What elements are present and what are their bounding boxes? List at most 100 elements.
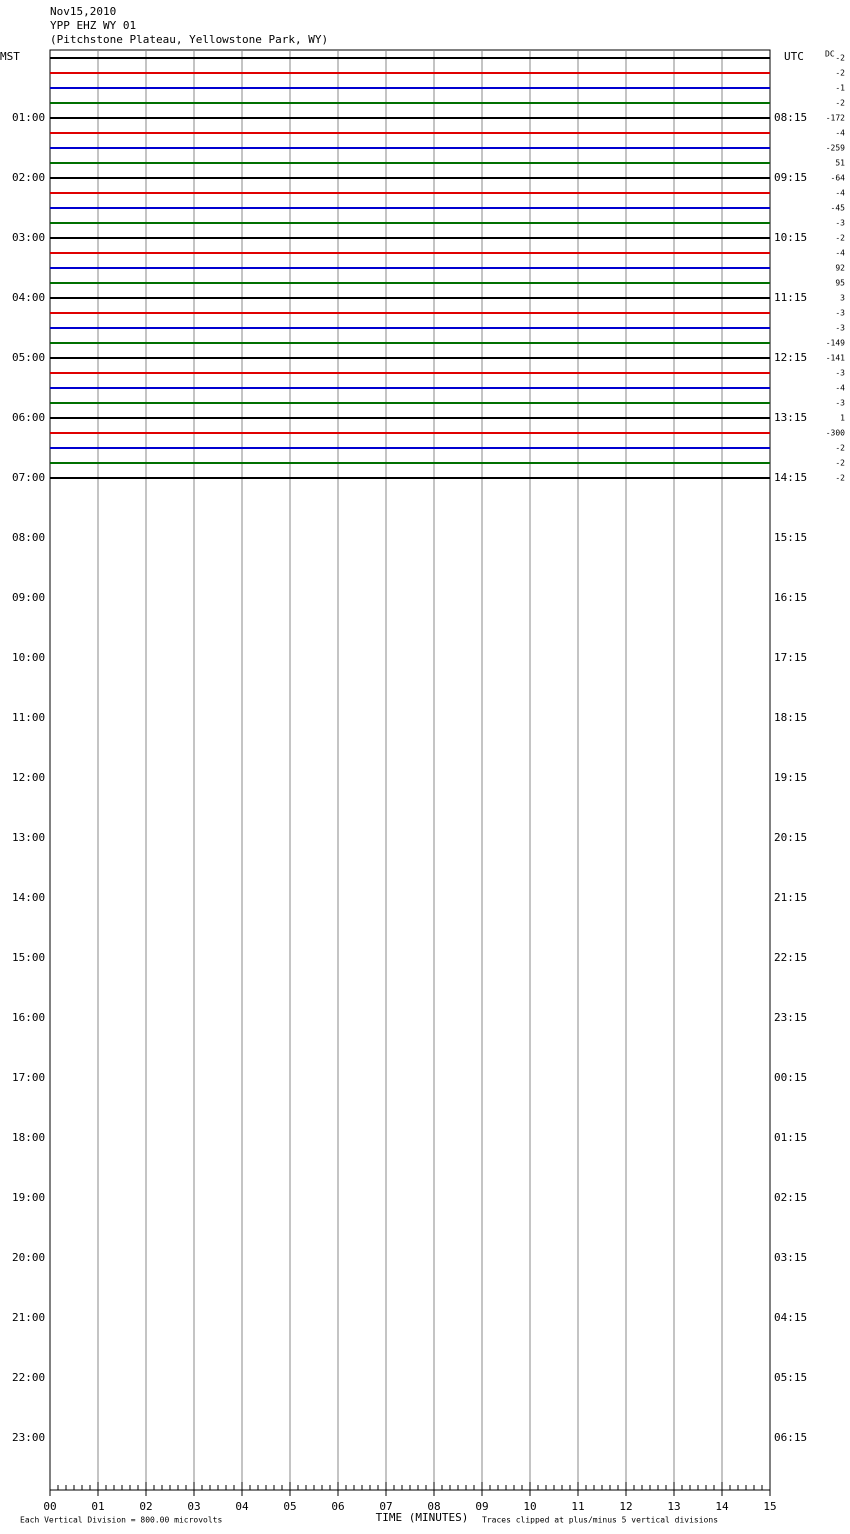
left-axis-label: MST bbox=[0, 50, 20, 63]
x-tick-label: 03 bbox=[187, 1500, 200, 1513]
dc-offset: 51 bbox=[835, 159, 845, 168]
dc-offset: -2 bbox=[835, 234, 845, 243]
mst-label: 14:00 bbox=[12, 891, 45, 904]
dc-offset: 92 bbox=[835, 264, 845, 273]
mst-label: 15:00 bbox=[12, 951, 45, 964]
utc-label: 19:15 bbox=[774, 771, 807, 784]
utc-label: 06:15 bbox=[774, 1431, 807, 1444]
x-tick-label: 09 bbox=[475, 1500, 488, 1513]
dc-offset: -2 bbox=[835, 474, 845, 483]
dc-offset: -64 bbox=[831, 174, 846, 183]
right-axis-label: UTC bbox=[784, 50, 804, 63]
title-line: (Pitchstone Plateau, Yellowstone Park, W… bbox=[50, 33, 328, 46]
title-line: Nov15,2010 bbox=[50, 5, 116, 18]
utc-label: 14:15 bbox=[774, 471, 807, 484]
utc-label: 00:15 bbox=[774, 1071, 807, 1084]
x-tick-label: 01 bbox=[91, 1500, 104, 1513]
x-tick-label: 07 bbox=[379, 1500, 392, 1513]
utc-label: 09:15 bbox=[774, 171, 807, 184]
x-tick-label: 08 bbox=[427, 1500, 440, 1513]
dc-offset: -259 bbox=[826, 144, 845, 153]
dc-offset: -3 bbox=[835, 324, 845, 333]
utc-label: 16:15 bbox=[774, 591, 807, 604]
utc-label: 23:15 bbox=[774, 1011, 807, 1024]
mst-label: 09:00 bbox=[12, 591, 45, 604]
x-tick-label: 14 bbox=[715, 1500, 729, 1513]
mst-label: 13:00 bbox=[12, 831, 45, 844]
utc-label: 17:15 bbox=[774, 651, 807, 664]
x-tick-label: 02 bbox=[139, 1500, 152, 1513]
dc-offset: 1 bbox=[840, 414, 845, 423]
dc-offset: -3 bbox=[835, 309, 845, 318]
plot-frame bbox=[49, 49, 771, 1491]
mst-label: 23:00 bbox=[12, 1431, 45, 1444]
dc-offset: -2 bbox=[835, 444, 845, 453]
dc-offset: -149 bbox=[826, 339, 845, 348]
utc-label: 04:15 bbox=[774, 1311, 807, 1324]
dc-offset: -2 bbox=[835, 99, 845, 108]
mst-label: 17:00 bbox=[12, 1071, 45, 1084]
dc-offset: -300 bbox=[826, 429, 845, 438]
utc-label: 10:15 bbox=[774, 231, 807, 244]
dc-offset: -2 bbox=[835, 459, 845, 468]
x-tick-label: 15 bbox=[763, 1500, 776, 1513]
x-tick-label: 12 bbox=[619, 1500, 632, 1513]
utc-label: 13:15 bbox=[774, 411, 807, 424]
dc-offset: -141 bbox=[826, 354, 845, 363]
x-tick-label: 11 bbox=[571, 1500, 584, 1513]
utc-label: 21:15 bbox=[774, 891, 807, 904]
dc-offset: -3 bbox=[835, 399, 845, 408]
mst-label: 12:00 bbox=[12, 771, 45, 784]
utc-label: 08:15 bbox=[774, 111, 807, 124]
dc-offset: -172 bbox=[826, 114, 845, 123]
dc-offset: -3 bbox=[835, 369, 845, 378]
utc-label: 05:15 bbox=[774, 1371, 807, 1384]
utc-label: 22:15 bbox=[774, 951, 807, 964]
utc-label: 20:15 bbox=[774, 831, 807, 844]
mst-label: 20:00 bbox=[12, 1251, 45, 1264]
mst-label: 11:00 bbox=[12, 711, 45, 724]
utc-label: 01:15 bbox=[774, 1131, 807, 1144]
utc-label: 03:15 bbox=[774, 1251, 807, 1264]
dc-offset: 3 bbox=[840, 294, 845, 303]
mst-label: 01:00 bbox=[12, 111, 45, 124]
x-axis-title: TIME (MINUTES) bbox=[376, 1511, 469, 1524]
mst-label: 07:00 bbox=[12, 471, 45, 484]
mst-label: 18:00 bbox=[12, 1131, 45, 1144]
dc-offset: -2 bbox=[835, 54, 845, 63]
mst-label: 21:00 bbox=[12, 1311, 45, 1324]
dc-offset: -1 bbox=[835, 84, 845, 93]
dc-offset: 95 bbox=[835, 279, 845, 288]
x-tick-label: 06 bbox=[331, 1500, 344, 1513]
utc-label: 18:15 bbox=[774, 711, 807, 724]
mst-label: 03:00 bbox=[12, 231, 45, 244]
mst-label: 04:00 bbox=[12, 291, 45, 304]
dc-offset: -4 bbox=[835, 189, 845, 198]
dc-offset: -45 bbox=[831, 204, 846, 213]
dc-offset: -4 bbox=[835, 384, 845, 393]
mst-label: 22:00 bbox=[12, 1371, 45, 1384]
mst-label: 16:00 bbox=[12, 1011, 45, 1024]
x-tick-label: 10 bbox=[523, 1500, 536, 1513]
x-tick-label: 13 bbox=[667, 1500, 680, 1513]
dc-offset: -4 bbox=[835, 249, 845, 258]
mst-label: 10:00 bbox=[12, 651, 45, 664]
scale-note: Each Vertical Division = 800.00 microvol… bbox=[20, 1516, 222, 1525]
dc-offset: -4 bbox=[835, 129, 845, 138]
dc-offset: -3 bbox=[835, 219, 845, 228]
mst-label: 05:00 bbox=[12, 351, 45, 364]
utc-label: 15:15 bbox=[774, 531, 807, 544]
mst-label: 19:00 bbox=[12, 1191, 45, 1204]
dc-label: DC bbox=[825, 50, 835, 59]
utc-label: 12:15 bbox=[774, 351, 807, 364]
x-tick-label: 00 bbox=[43, 1500, 56, 1513]
title-line: YPP EHZ WY 01 bbox=[50, 19, 136, 32]
x-tick-label: 05 bbox=[283, 1500, 296, 1513]
x-tick-label: 04 bbox=[235, 1500, 249, 1513]
mst-label: 08:00 bbox=[12, 531, 45, 544]
dc-offset: -2 bbox=[835, 69, 845, 78]
utc-label: 02:15 bbox=[774, 1191, 807, 1204]
mst-label: 02:00 bbox=[12, 171, 45, 184]
mst-label: 06:00 bbox=[12, 411, 45, 424]
